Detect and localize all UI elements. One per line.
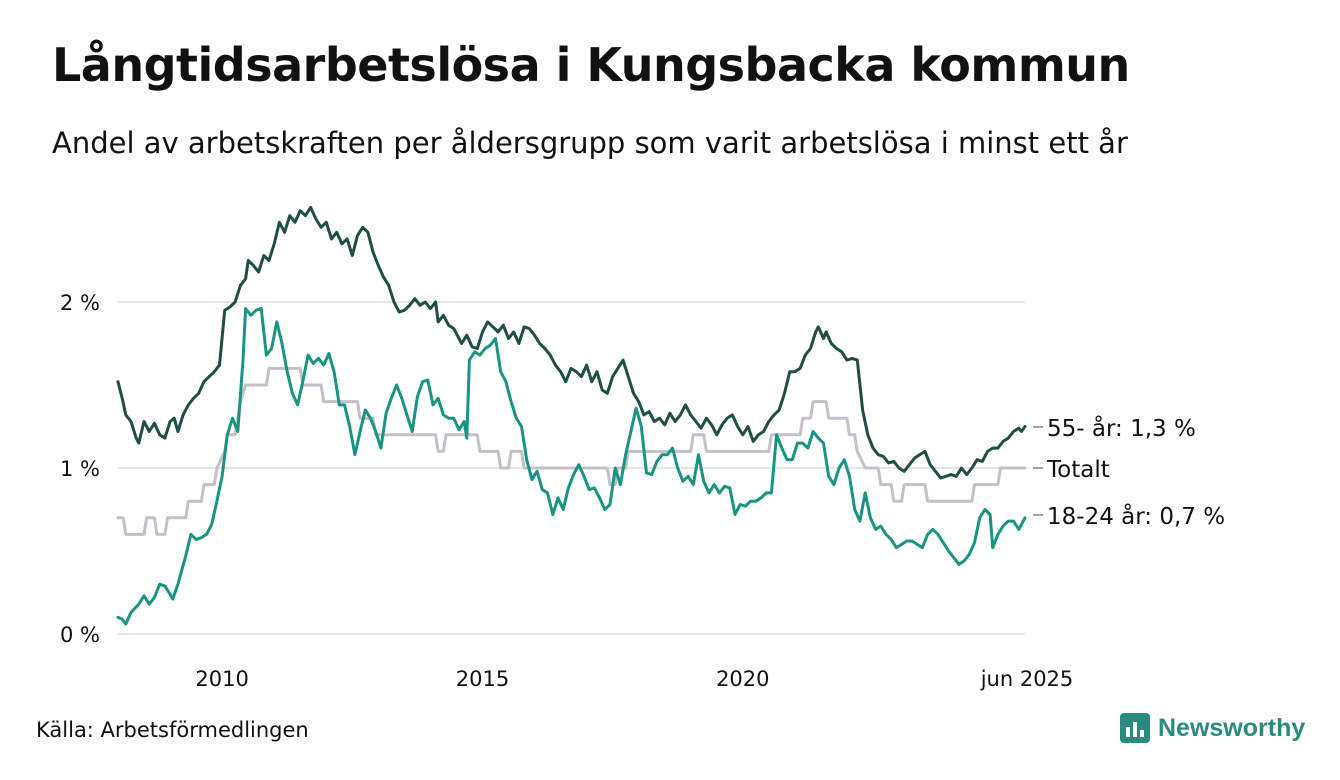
newsworthy-logo-icon bbox=[1120, 713, 1150, 743]
y-tick-label: 2 % bbox=[60, 291, 100, 315]
brand-name: Newsworthy bbox=[1158, 713, 1306, 742]
end-labels: Totalt 18-24 år: 0,7 % 55- år: 1,3 % bbox=[1033, 414, 1225, 530]
y-tick-label: 1 % bbox=[60, 457, 100, 481]
chart-title: Långtidsarbetslösa i Kungsbacka kommun bbox=[52, 38, 1130, 92]
chart-subtitle: Andel av arbetskraften per åldersgrupp s… bbox=[52, 126, 1128, 160]
y-axis-ticks: 0 % 1 % 2 % bbox=[60, 291, 100, 647]
x-tick-label: 2015 bbox=[456, 667, 509, 691]
end-label-s1824: 18-24 år: 0,7 % bbox=[1047, 502, 1225, 530]
series-line-total bbox=[116, 366, 1027, 536]
line-chart: 0 % 1 % 2 % 2010 2015 2020 jun 2025 Totalt 18-… bbox=[60, 205, 1225, 691]
series-line-s55 bbox=[116, 205, 1027, 480]
x-tick-label: 2020 bbox=[716, 667, 769, 691]
x-tick-label: jun 2025 bbox=[980, 667, 1074, 691]
series-lines bbox=[116, 205, 1027, 626]
y-tick-label: 0 % bbox=[60, 623, 100, 647]
brand-logo: Newsworthy bbox=[1120, 713, 1305, 743]
source-note: Källa: Arbetsförmedlingen bbox=[36, 718, 309, 742]
end-label-s55: 55- år: 1,3 % bbox=[1047, 414, 1196, 442]
series-line-s1824 bbox=[116, 307, 1027, 626]
end-label-total: Totalt bbox=[1046, 457, 1110, 483]
x-axis-ticks: 2010 2015 2020 jun 2025 bbox=[195, 667, 1073, 691]
x-tick-label: 2010 bbox=[195, 667, 248, 691]
